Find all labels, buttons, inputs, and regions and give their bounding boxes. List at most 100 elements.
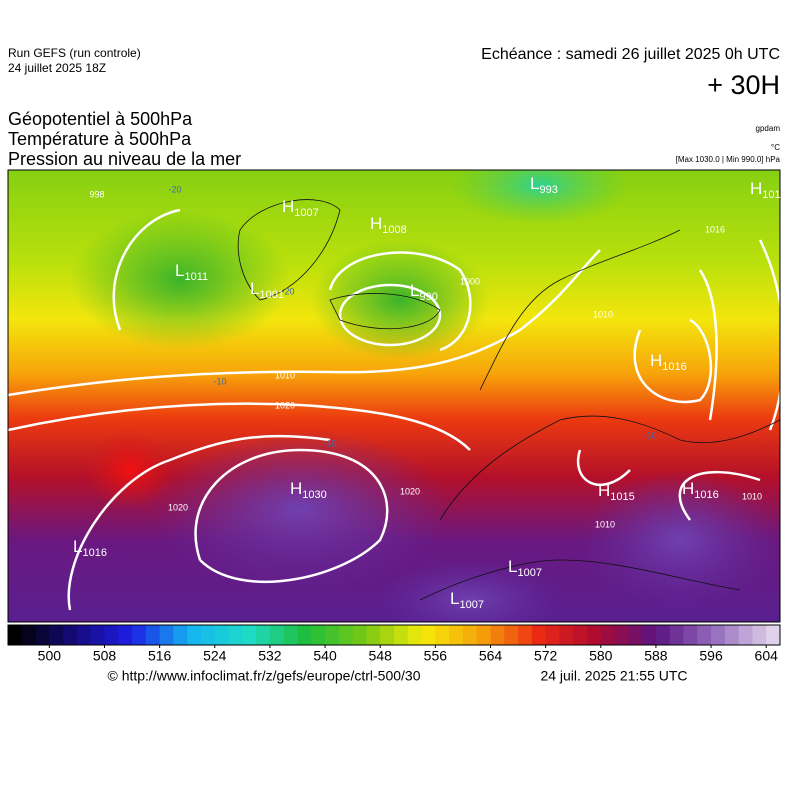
center-letter: H: [290, 479, 302, 498]
temperature-label: -10: [323, 438, 336, 448]
forecast: Echéance : samedi 26 juillet 2025 0h UTC: [481, 46, 780, 63]
colorbar-label: 500: [38, 648, 62, 664]
center-letter: L: [73, 537, 82, 556]
isobar-label: 1010: [275, 370, 295, 380]
colorbar-label: 532: [258, 648, 282, 664]
center-value: 1007: [459, 599, 483, 611]
isobar-label: 1010: [595, 519, 615, 529]
pressure-center: H1030: [290, 479, 327, 500]
center-value: 101: [762, 189, 780, 201]
colorbar-swatch: [724, 625, 740, 645]
temperature-label: -10: [643, 430, 656, 440]
colorbar-label: 588: [644, 648, 668, 664]
colorbar-swatch: [462, 625, 478, 645]
colorbar-swatch: [655, 625, 671, 645]
map: [8, 170, 780, 622]
colorbar-swatch: [49, 625, 64, 645]
pressure-center: H1016: [650, 351, 687, 372]
pressure-center: L990: [410, 281, 438, 302]
colorbar: 500 508 516 524 532 540 548 556 564 572 580 588 596 6…: [7, 624, 781, 664]
field: Température à 500hPa: [8, 129, 192, 149]
center-letter: H: [682, 479, 694, 498]
isobar-label: 1010: [593, 309, 613, 319]
colorbar-swatch: [449, 625, 464, 645]
source: © http://www.infoclimat.fr/z/gefs/europe…: [107, 668, 420, 684]
pressure-center: L993: [530, 174, 558, 195]
colorbar-swatch: [35, 625, 50, 645]
pressure-center: L1007: [508, 557, 542, 578]
colorbar-swatch: [8, 625, 23, 645]
center-value: 1007: [294, 207, 318, 219]
run-date: 24 juillet 2025 18Z: [8, 61, 106, 75]
colorbar-swatch: [145, 625, 161, 645]
center-letter: L: [508, 557, 517, 576]
colorbar-swatch: [545, 625, 560, 645]
colorbar-swatch: [159, 625, 174, 645]
center-letter: H: [598, 481, 610, 500]
colorbar-swatch: [201, 625, 216, 645]
center-letter: H: [650, 351, 662, 370]
isobar-label: 1016: [705, 224, 725, 234]
colorbar-label: 580: [589, 648, 613, 664]
pressure-center: L1001: [250, 279, 284, 300]
colorbar-label: 508: [93, 648, 117, 664]
colorbar-swatch: [407, 625, 423, 645]
isobar-label: 1020: [168, 502, 188, 512]
center-letter: H: [282, 197, 294, 216]
colorbar-swatch: [325, 625, 340, 645]
colorbar-swatch: [297, 625, 312, 645]
colorbar-swatch: [283, 625, 298, 645]
colorbar-swatch: [338, 625, 354, 645]
temperature-label: -10: [213, 376, 226, 386]
colorbar-swatch: [132, 625, 147, 645]
colorbar-label: 604: [755, 648, 779, 664]
colorbar-swatch: [228, 625, 243, 645]
center-letter: L: [410, 281, 419, 300]
colorbar-swatch: [269, 625, 285, 645]
isobar-label: 1020: [275, 400, 295, 410]
center-value: 1016: [694, 489, 718, 501]
colorbar-swatch: [380, 625, 395, 645]
colorbar-swatch: [104, 625, 119, 645]
colorbar-swatch: [766, 625, 781, 645]
colorbar-swatch: [559, 625, 574, 645]
center-value: 993: [539, 184, 557, 196]
colorbar-swatch: [531, 625, 547, 645]
center-letter: L: [450, 589, 459, 608]
colorbar-swatch: [256, 625, 271, 645]
colorbar-swatch: [642, 625, 657, 645]
center-value: 1015: [610, 491, 634, 503]
temperature-label: -20: [168, 184, 181, 194]
pressure-center: L1007: [450, 589, 484, 610]
pressure-center: H101: [750, 179, 781, 200]
colorbar-swatch: [352, 625, 367, 645]
colorbar-swatch: [669, 625, 684, 645]
field: Géopotentiel à 500hPa: [8, 109, 193, 129]
center-value: 1001: [259, 289, 283, 301]
colorbar-swatch: [573, 625, 588, 645]
center-letter: L: [250, 279, 259, 298]
pressure-center: L1016: [73, 537, 107, 558]
unit: [Max 1030.0 | Min 990.0] hPa: [676, 155, 781, 164]
center-letter: L: [175, 261, 184, 280]
colorbar-swatch: [90, 625, 105, 645]
colorbar-swatch: [435, 625, 450, 645]
colorbar-swatch: [752, 625, 767, 645]
colorbar-swatch: [173, 625, 188, 645]
pressure-center: H1007: [282, 197, 319, 218]
colorbar-swatch: [518, 625, 533, 645]
center-value: 1008: [382, 224, 406, 236]
center-value: 1016: [82, 547, 106, 559]
isobar-label: 1000: [460, 276, 480, 286]
colorbar-swatch: [63, 625, 78, 645]
lead-time: + 30H: [707, 70, 780, 100]
colorbar-swatch: [738, 625, 753, 645]
pressure-center: H1008: [370, 214, 407, 235]
colorbar-label: 548: [369, 648, 393, 664]
issue-date: 24 juil. 2025 21:55 UTC: [540, 668, 687, 684]
colorbar-swatch: [614, 625, 629, 645]
isobar-label: 1020: [400, 486, 420, 496]
center-value: 990: [419, 291, 437, 303]
map-frame: [7, 169, 781, 623]
colorbar-swatch: [628, 625, 643, 645]
